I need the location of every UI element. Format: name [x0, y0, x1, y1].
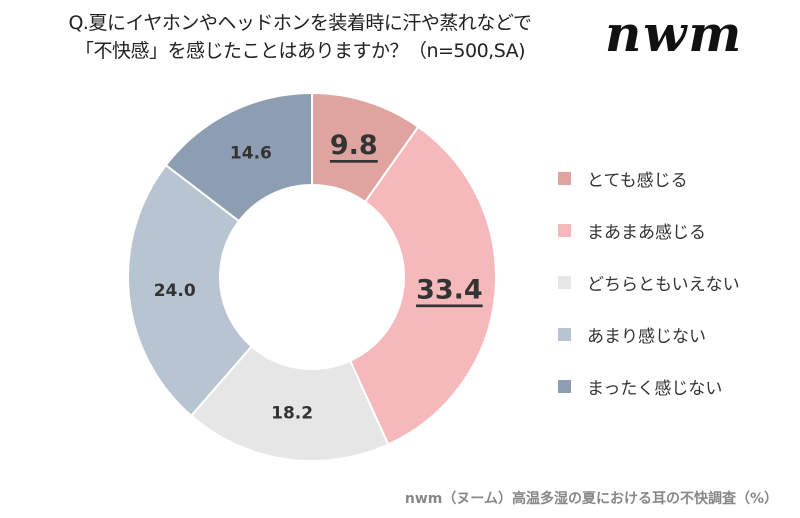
legend-label: あまり感じない [587, 327, 706, 347]
data-label: 24.0 [154, 281, 196, 301]
donut-slice [348, 125, 497, 446]
data-label: 14.6 [230, 143, 272, 163]
source-note: nwm（ヌーム）高温多湿の夏における耳の不快調査（%） [404, 491, 778, 507]
legend-swatch [558, 328, 571, 341]
legend-item: まったく感じない [558, 374, 722, 399]
legend-swatch [558, 276, 571, 289]
legend-label: とても感じる [587, 171, 688, 191]
legend-item: どちらともいえない [558, 270, 740, 295]
chart-title-line2: 「不快感」を感じたことはありますか？（n=500,SA) [74, 40, 526, 62]
data-label: 9.8 [330, 130, 378, 161]
legend-item: まあまあ感じる [558, 218, 706, 243]
nwm-logo: nwm [605, 4, 744, 63]
data-label: 18.2 [271, 404, 313, 424]
donut-slice [189, 344, 390, 462]
legend-label: まったく感じない [587, 379, 723, 399]
legend-swatch [558, 224, 571, 237]
legend-swatch [558, 380, 571, 393]
legend-item: あまり感じない [558, 322, 706, 347]
donut-slice [164, 91, 313, 223]
legend-item: とても感じる [558, 166, 688, 191]
legend-swatch [558, 172, 571, 185]
legend-label: まあまあ感じる [587, 223, 706, 243]
legend-label: どちらともいえない [587, 275, 740, 295]
donut-slice [127, 163, 254, 418]
chart-title-line1: Q.夏にイヤホンやヘッドホンを装着時に汗や蒸れなどで [68, 12, 532, 34]
data-label: 33.4 [416, 274, 483, 305]
